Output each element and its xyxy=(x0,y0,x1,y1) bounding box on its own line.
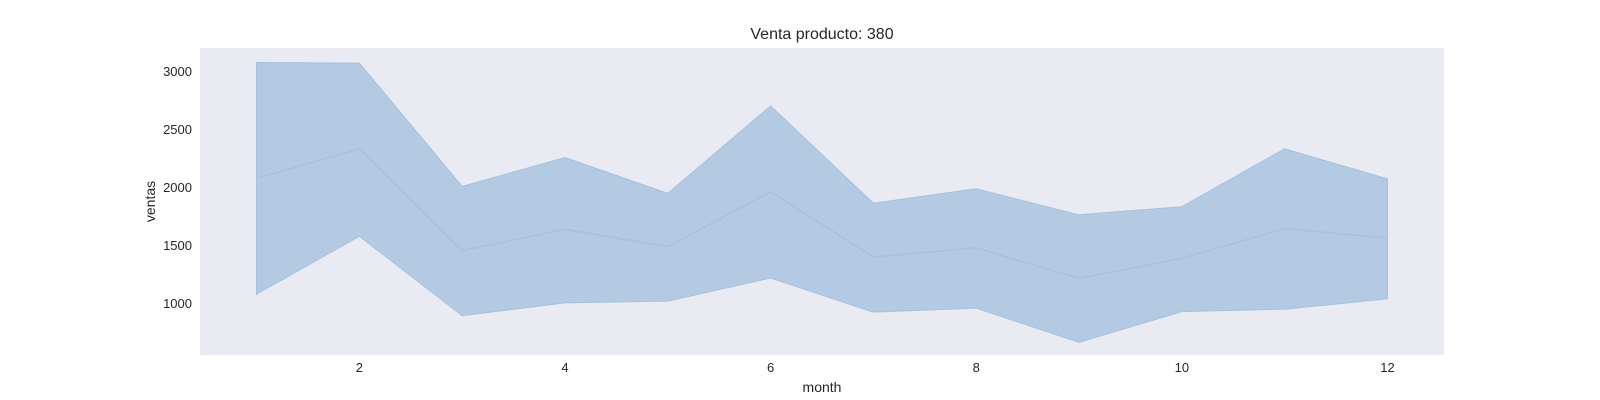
x-tick-label: 6 xyxy=(767,360,774,375)
x-tick-label: 2 xyxy=(356,360,363,375)
y-tick-label: 3000 xyxy=(163,64,192,79)
y-tick-label: 1500 xyxy=(163,238,192,253)
x-tick-label: 12 xyxy=(1380,360,1394,375)
y-tick-label: 2000 xyxy=(163,180,192,195)
y-tick-label: 1000 xyxy=(163,296,192,311)
series-line xyxy=(256,147,1388,280)
x-tick-label: 10 xyxy=(1175,360,1189,375)
y-axis-label: ventas xyxy=(142,181,158,222)
y-tick-label: 2500 xyxy=(163,122,192,137)
x-tick-label: 8 xyxy=(973,360,980,375)
x-axis-label: month xyxy=(803,379,842,395)
confidence-band xyxy=(256,61,1388,343)
chart-title: Venta producto: 380 xyxy=(750,26,893,43)
x-tick-label: 4 xyxy=(561,360,568,375)
